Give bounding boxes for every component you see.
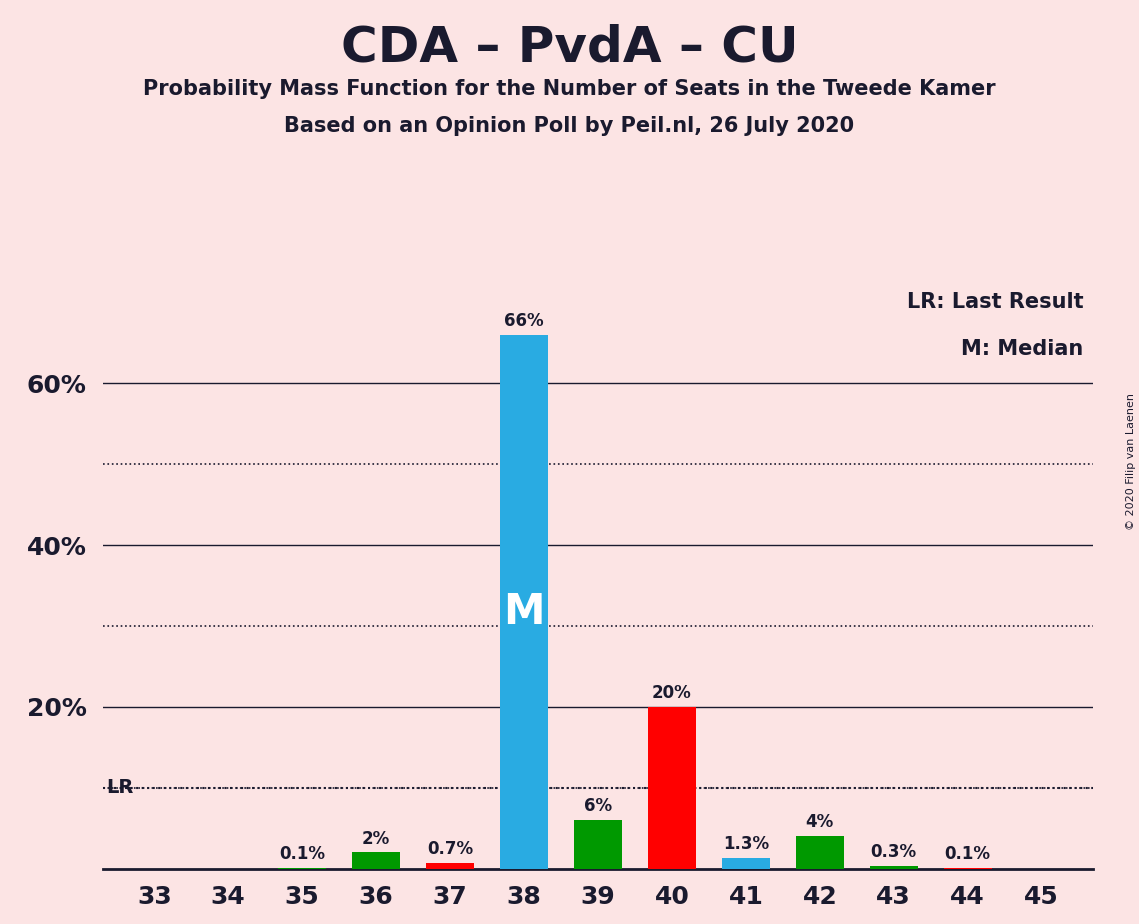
Text: 4%: 4% — [805, 813, 834, 832]
Bar — [352, 852, 400, 869]
Text: Based on an Opinion Poll by Peil.nl, 26 July 2020: Based on an Opinion Poll by Peil.nl, 26 … — [285, 116, 854, 136]
Text: 6%: 6% — [584, 797, 612, 815]
Bar — [870, 866, 918, 869]
Text: LR: Last Result: LR: Last Result — [907, 292, 1083, 312]
Bar — [426, 863, 474, 869]
Text: © 2020 Filip van Laenen: © 2020 Filip van Laenen — [1126, 394, 1136, 530]
Text: 1.3%: 1.3% — [723, 835, 769, 853]
Text: M: M — [503, 591, 544, 634]
Text: 0.1%: 0.1% — [944, 845, 991, 863]
Text: 2%: 2% — [362, 830, 391, 847]
Text: Probability Mass Function for the Number of Seats in the Tweede Kamer: Probability Mass Function for the Number… — [144, 79, 995, 99]
Bar — [648, 707, 696, 869]
Bar — [500, 335, 548, 869]
Text: 0.1%: 0.1% — [279, 845, 325, 863]
Text: 20%: 20% — [652, 684, 691, 702]
Bar — [796, 836, 844, 869]
Text: 0.7%: 0.7% — [427, 840, 473, 858]
Text: LR: LR — [106, 778, 133, 797]
Text: 66%: 66% — [505, 312, 543, 330]
Text: 0.3%: 0.3% — [870, 844, 917, 861]
Bar — [722, 858, 770, 869]
Text: M: Median: M: Median — [961, 339, 1083, 359]
Bar — [574, 821, 622, 869]
Text: CDA – PvdA – CU: CDA – PvdA – CU — [341, 23, 798, 71]
